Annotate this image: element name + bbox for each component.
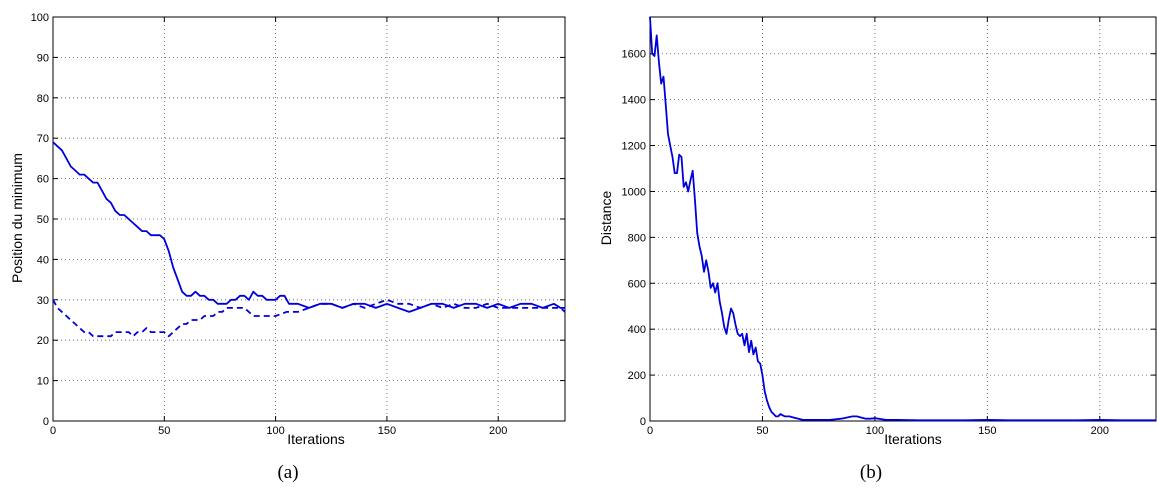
panel-b-ytick-label: 600 [628, 278, 646, 290]
panel-a-xtick-label: 0 [50, 425, 56, 437]
panel-a-ytick-label: 50 [37, 214, 49, 226]
panel-a-xtick-label: 200 [489, 425, 507, 437]
panel-b-caption: (b) [860, 462, 882, 483]
panel-b-series-solid-line [649, 16, 1156, 422]
panel-b-ytick-label: 800 [628, 232, 646, 244]
panel-a-ytick-label: 20 [37, 335, 49, 347]
panel-b-xlabel: Iterations [884, 431, 942, 447]
panel-b-ytick-label: 0 [640, 416, 646, 428]
panel-a-series-solid-line [52, 141, 565, 313]
panel-a-ytick-label: 30 [37, 295, 49, 307]
panel-a-ytick-label: 10 [37, 376, 49, 388]
panel-b-ytick-label: 1600 [622, 49, 646, 61]
panel-a-xtick-label: 50 [158, 425, 170, 437]
panel-b-plot: 0 50 100 150 200 0 200 400 600 800 1000 1200 1400 160… [622, 16, 1157, 437]
panel-b-xtick-label: 0 [647, 425, 653, 437]
panel-a-caption: (a) [277, 462, 298, 483]
panel-a-ytick-label: 40 [37, 254, 49, 266]
panel-a-plot: 0 50 100 150 200 0 10 20 30 40 50 60 70 80 90 100 [31, 12, 566, 437]
panel-b-ytick-label: 1400 [622, 95, 646, 107]
panel-b-ylabel: Distance [598, 191, 614, 246]
panel-a-xlabel: Iterations [287, 431, 345, 447]
panel-b-xtick-label: 50 [756, 425, 768, 437]
panel-a-ytick-label: 0 [43, 416, 49, 428]
panel-b-ytick-label: 1000 [622, 186, 646, 198]
panel-a-ytick-label: 80 [37, 93, 49, 105]
panel-a-ytick-label: 60 [37, 174, 49, 186]
panel-b-ytick-label: 400 [628, 324, 646, 336]
panel-a-xtick-label: 100 [266, 425, 284, 437]
panel-a-ytick-label: 90 [37, 52, 49, 64]
panel-a-ylabel: Position du minimum [9, 153, 25, 283]
panel-b-ytick-label: 200 [628, 370, 646, 382]
panel-b-xtick-label: 100 [866, 425, 884, 437]
panel-b-ytick-label: 1200 [622, 141, 646, 153]
panel-b-xtick-label: 200 [1091, 425, 1109, 437]
panel-b-axes-box [649, 16, 1157, 422]
panel-a-series-dashed-line [52, 298, 566, 338]
panel-a-ytick-label: 100 [31, 12, 49, 24]
panel-a-xtick-label: 150 [378, 425, 396, 437]
panel-a-ytick-label: 70 [37, 133, 49, 145]
panel-b-xtick-label: 150 [978, 425, 996, 437]
